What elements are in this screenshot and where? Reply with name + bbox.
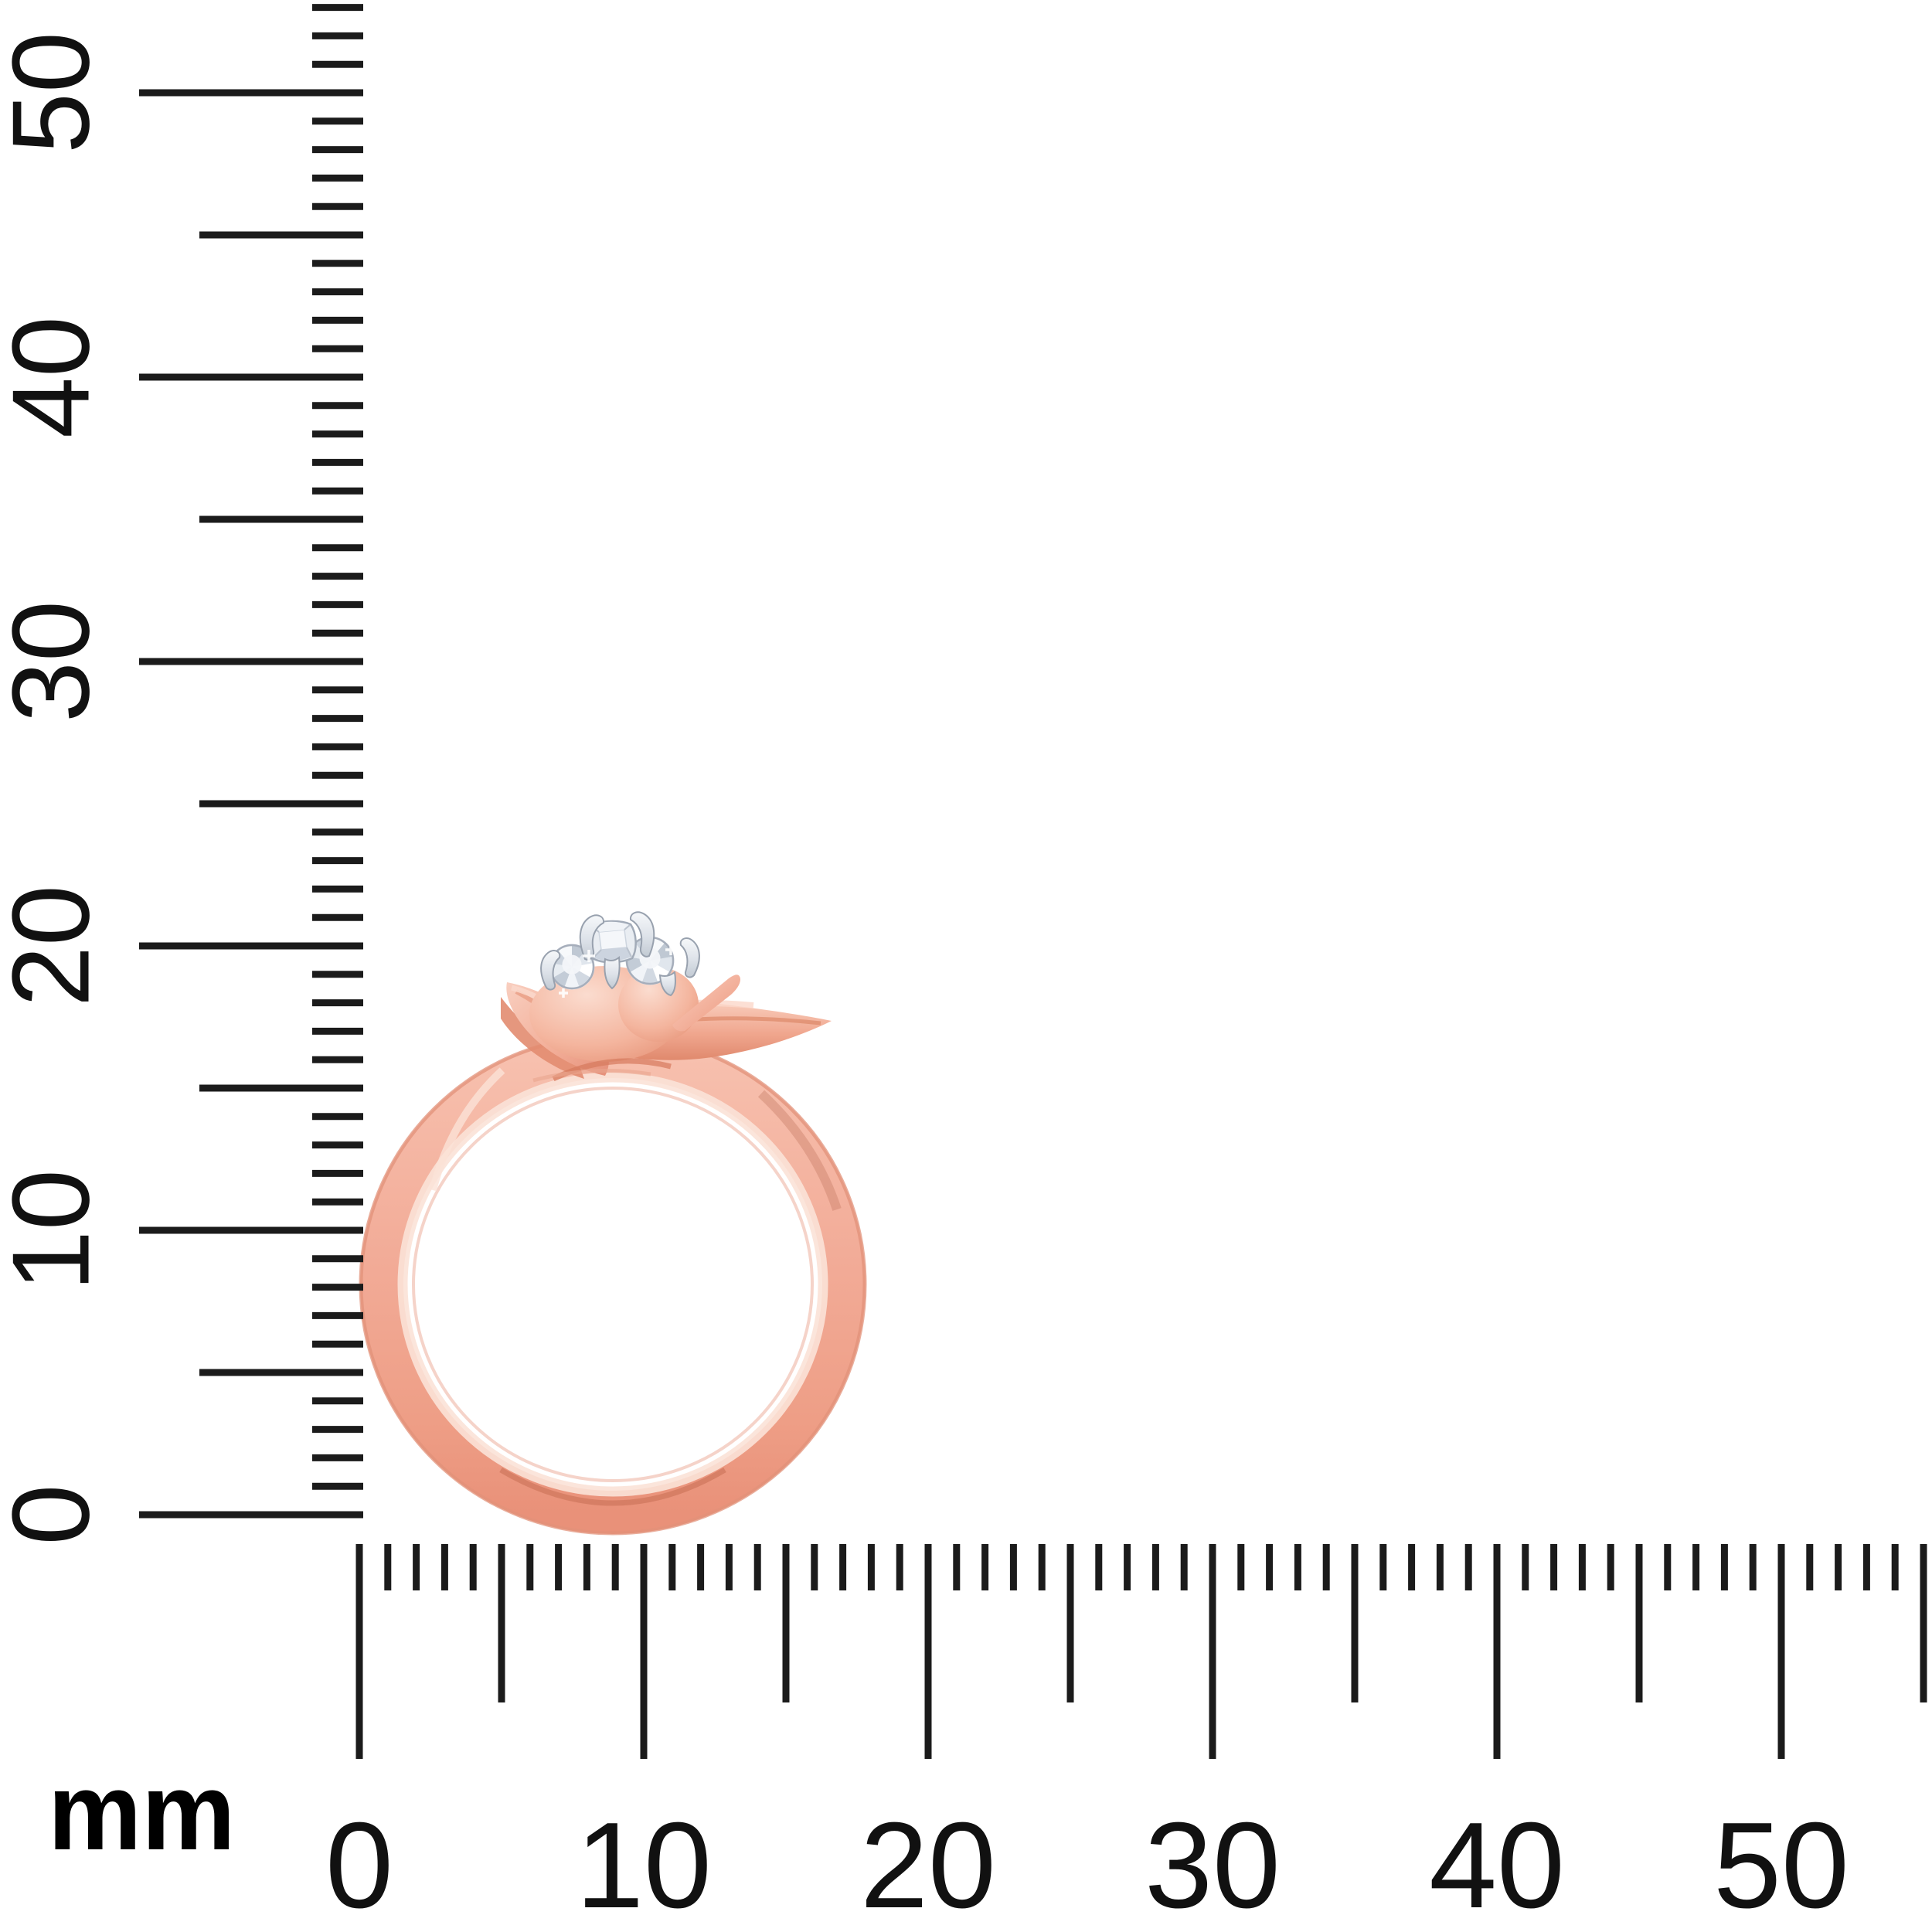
ruler-number: 0 xyxy=(325,1798,393,1932)
prong-center-right xyxy=(629,911,655,957)
ruler-number: 40 xyxy=(0,316,113,438)
ruler-number: 10 xyxy=(576,1798,712,1932)
ruler-number: 30 xyxy=(1145,1798,1281,1932)
prong-tongue-center xyxy=(604,956,621,990)
center-diamond xyxy=(586,920,637,964)
band-bottom-crease xyxy=(499,1467,726,1506)
sparkles xyxy=(559,944,676,998)
horizontal-ruler: 0 10 20 30 40 50 xyxy=(325,1544,1927,1932)
prongs xyxy=(540,911,700,997)
band-right-reflection xyxy=(757,1090,842,1211)
band-left-highlight xyxy=(429,1067,505,1192)
ruler-number: 0 xyxy=(0,1485,113,1546)
ruler-number: 50 xyxy=(1713,1798,1849,1932)
ruler-number: 20 xyxy=(860,1798,996,1932)
vertical-ruler: 50 40 30 20 10 0 xyxy=(0,4,363,1546)
ruler-number: 30 xyxy=(0,600,113,723)
ring-band xyxy=(359,1033,867,1536)
prong-far-right xyxy=(679,937,700,978)
ruler-number: 40 xyxy=(1429,1798,1565,1932)
ruler-number: 50 xyxy=(0,32,113,154)
prong-far-left xyxy=(540,950,561,991)
ruler-number: 20 xyxy=(0,885,113,1007)
ring-photo xyxy=(359,911,867,1536)
flower-setting xyxy=(501,966,832,1083)
unit-label: mm xyxy=(48,1750,236,1873)
petal-spike xyxy=(672,975,740,1032)
ruler-number: 10 xyxy=(0,1169,113,1291)
prong-tongue-right xyxy=(658,971,676,997)
